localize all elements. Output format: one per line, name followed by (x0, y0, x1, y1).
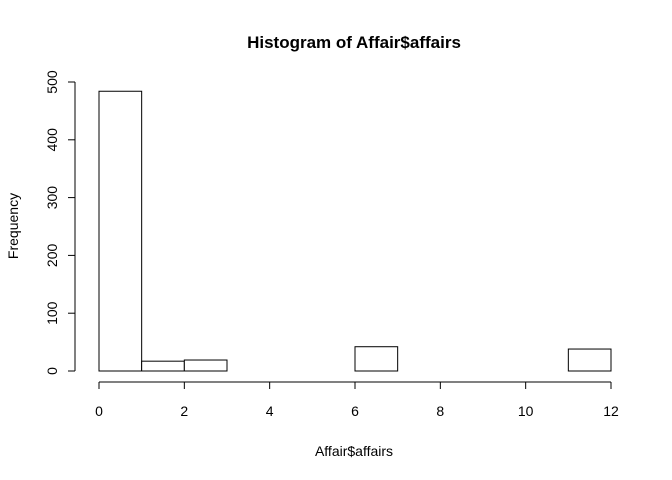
histogram-bars (98, 90, 612, 372)
x-tick-label: 2 (180, 403, 188, 419)
x-axis-label: Affair$affairs (315, 443, 393, 459)
y-tick-label: 500 (44, 70, 60, 94)
y-tick-label: 100 (44, 301, 60, 325)
y-tick-label: 400 (44, 128, 60, 152)
histogram-bar (141, 360, 185, 372)
histogram-bar (354, 346, 399, 372)
x-tick-label: 0 (95, 403, 103, 419)
y-tick-label: 200 (44, 244, 60, 268)
histogram-bar (567, 348, 612, 372)
y-axis: 0 100 200 300 400 500 (44, 70, 76, 375)
x-tick-label: 12 (603, 403, 619, 419)
histogram-bar (98, 90, 143, 372)
y-axis-label: Frequency (5, 193, 21, 259)
x-tick-label: 10 (518, 403, 534, 419)
histogram-bar (183, 359, 228, 372)
chart-title: Histogram of Affair$affairs (247, 33, 461, 52)
x-tick-label: 4 (266, 403, 274, 419)
x-axis: 0 2 4 6 8 10 12 (95, 381, 619, 419)
y-tick-label: 0 (44, 367, 60, 375)
y-tick-label: 300 (44, 186, 60, 210)
x-tick-label: 8 (436, 403, 444, 419)
x-tick-label: 6 (351, 403, 359, 419)
